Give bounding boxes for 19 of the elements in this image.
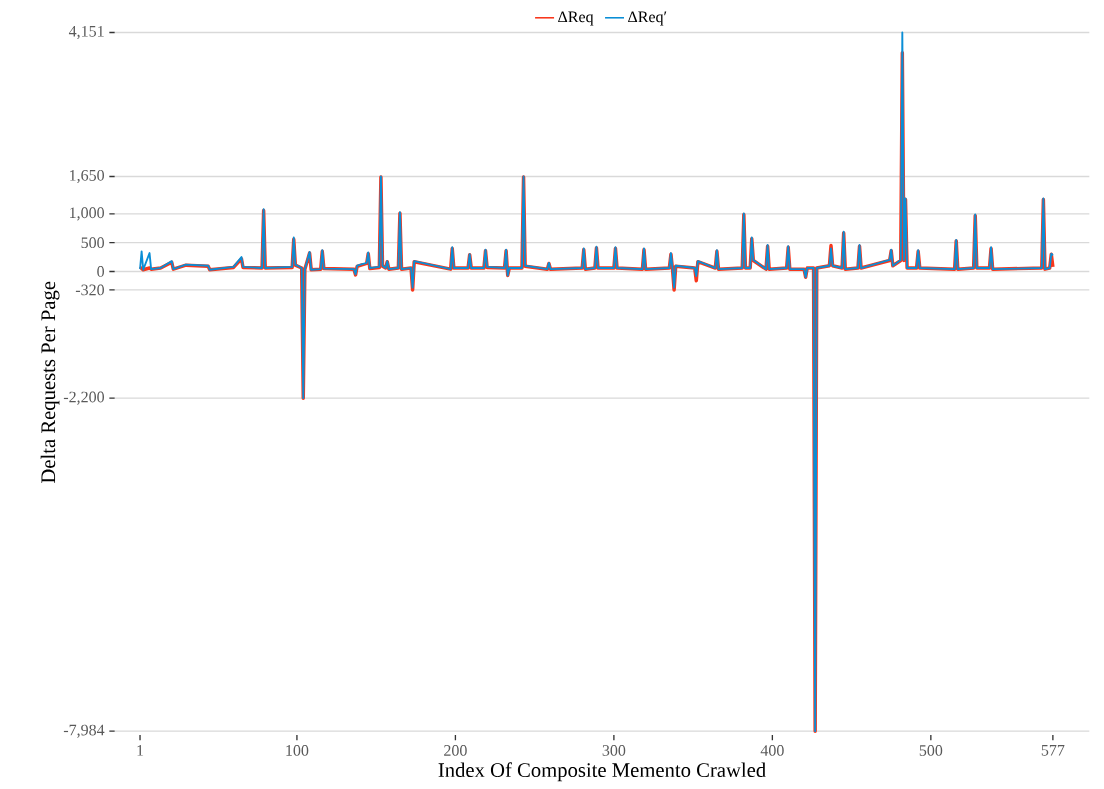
y-tick-label: -2,200 xyxy=(63,391,105,405)
x-axis-title: Index Of Composite Memento Crawled xyxy=(438,762,766,782)
y-tick-label: 500 xyxy=(81,237,105,249)
x-tick-label: 400 xyxy=(760,745,784,756)
legend-label: ΔReq xyxy=(558,11,594,26)
x-tick-label: 1 xyxy=(137,745,144,756)
x-tick-label: 500 xyxy=(919,745,943,756)
y-tick-label: 0 xyxy=(97,266,105,277)
legend-label: ΔReq′ xyxy=(628,11,667,26)
x-tick-label: 577 xyxy=(1041,745,1065,756)
y-tick-label: -320 xyxy=(75,284,105,296)
y-tick-label: 4,151 xyxy=(68,25,104,39)
x-tick-label: 100 xyxy=(286,745,309,756)
x-tick-label: 200 xyxy=(444,745,467,756)
y-axis-title: Delta Requests Per Page xyxy=(40,281,60,484)
y-tick-label: 1,650 xyxy=(70,169,105,184)
y-tick-label: 1,000 xyxy=(70,207,105,221)
x-tick-label: 300 xyxy=(602,745,626,756)
y-tick-label: -7,984 xyxy=(63,724,105,738)
